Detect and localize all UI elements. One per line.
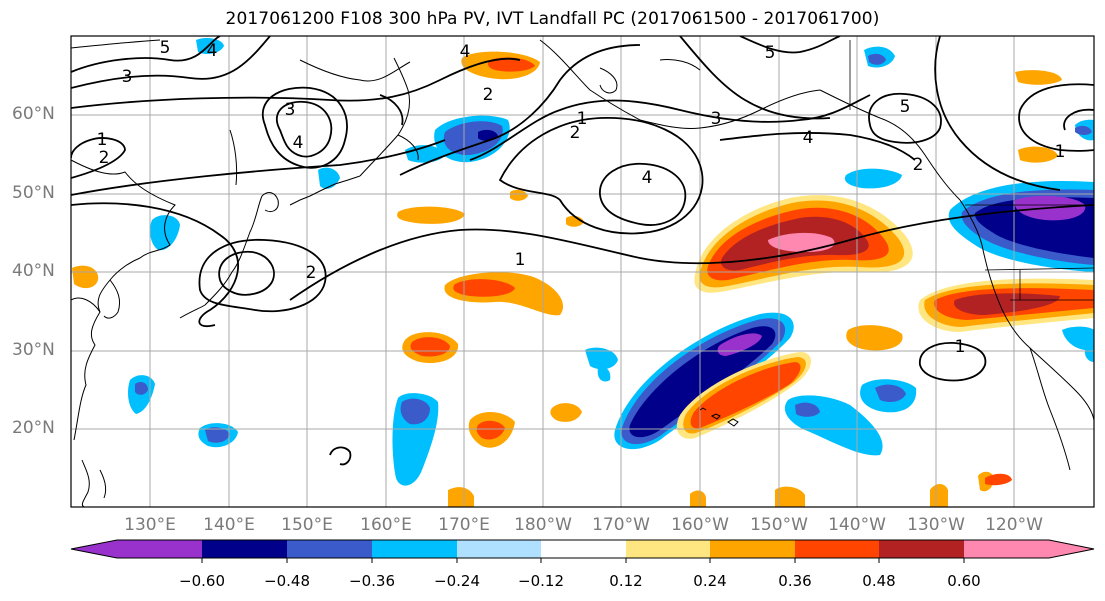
contour-label: 2 (99, 148, 110, 168)
colorbar-tick-label: 0.36 (778, 572, 812, 590)
lat-label: 50°N (12, 183, 55, 203)
colorbar-tick-label: −0.60 (179, 572, 225, 590)
colorbar-tick-label: −0.24 (434, 572, 480, 590)
contour-label: 4 (642, 168, 653, 188)
lon-label: 160°W (671, 515, 729, 535)
colorbar-tick-label: −0.12 (518, 572, 564, 590)
colorbar-segment (879, 540, 964, 558)
colorbar-outline (70, 539, 1095, 559)
contour-label: 2 (913, 155, 924, 175)
contour-label: 1 (577, 109, 588, 129)
contour-label: 4 (207, 41, 218, 61)
lon-label: 150°E (281, 515, 333, 535)
contour-label: 2 (570, 123, 581, 143)
contour-label: 4 (460, 42, 471, 62)
colorbar-tick-label: −0.36 (349, 572, 395, 590)
lat-label: 60°N (12, 104, 55, 124)
lon-label: 150°W (750, 515, 808, 535)
contour-label: 5 (900, 97, 911, 117)
contour-label: 4 (803, 128, 814, 148)
contour-labels: 5 4 3 3 4 1 2 2 4 2 1 2 3 4 5 4 1 1 2 5 … (97, 38, 1066, 357)
map-frame (70, 35, 1095, 508)
contour-label: 5 (765, 43, 776, 63)
lat-label: 40°N (12, 261, 55, 281)
lat-label: 20°N (12, 418, 55, 438)
colorbar-segment (372, 540, 457, 558)
contour-label: 1 (97, 130, 108, 150)
colorbar-segment (1049, 540, 1094, 558)
colorbar-segment (626, 540, 710, 558)
contour-label: 5 (160, 38, 171, 58)
contour-label: 2 (306, 263, 317, 283)
colorbar-segment (202, 540, 287, 558)
contour-label: 2 (483, 85, 494, 105)
contour-label: 3 (285, 100, 296, 120)
coastlines (71, 39, 1094, 507)
colorbar-tick-label: −0.48 (264, 572, 310, 590)
colorbar-tick-label: 0.12 (609, 572, 643, 590)
colorbar-segment (964, 540, 1049, 558)
lon-label: 140°W (828, 515, 886, 535)
colorbar-segment (71, 540, 117, 558)
pv-contours (71, 36, 1094, 466)
colorbar-segment (117, 540, 202, 558)
colorbar-tick-label: 0.48 (862, 572, 896, 590)
colorbar-tick-label: 0.24 (693, 572, 727, 590)
lon-label: 170°W (592, 515, 650, 535)
colorbar-segment (287, 540, 372, 558)
lon-label: 160°E (360, 515, 412, 535)
colorbar (70, 539, 1095, 563)
lon-label: 180°W (514, 515, 572, 535)
colorbar-segment (795, 540, 879, 558)
contour-label: 4 (293, 133, 304, 153)
colorbar-tick-label: 0.60 (947, 572, 981, 590)
colorbar-segment (457, 540, 541, 558)
lon-label: 120°W (985, 515, 1043, 535)
lon-label: 130°W (907, 515, 965, 535)
lon-label: 170°E (438, 515, 490, 535)
contour-label: 3 (711, 109, 722, 129)
colorbar-segment (541, 540, 626, 558)
map-title: 2017061200 F108 300 hPa PV, IVT Landfall… (225, 9, 880, 29)
lon-label: 140°E (203, 515, 255, 535)
contour-label: 1 (1055, 142, 1066, 162)
contour-label: 3 (122, 67, 133, 87)
lon-label: 130°E (124, 515, 176, 535)
colorbar-segment (710, 540, 795, 558)
contour-label: 1 (515, 250, 526, 270)
graticule (71, 36, 1094, 507)
contour-label: 1 (955, 337, 966, 357)
lat-label: 30°N (12, 340, 55, 360)
